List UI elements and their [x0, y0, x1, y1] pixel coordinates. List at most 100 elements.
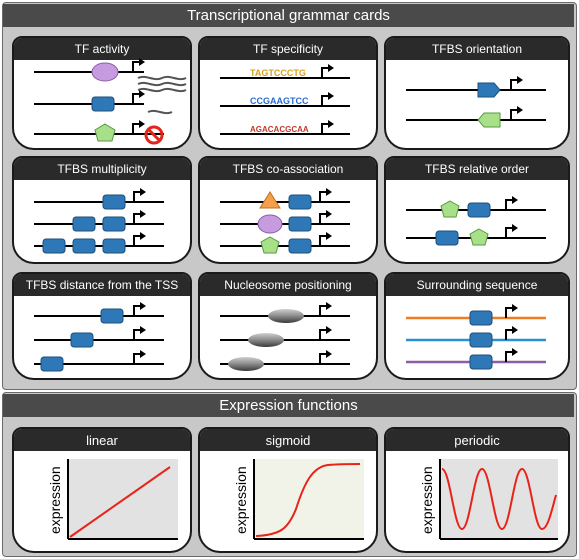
card-title: TF specificity	[200, 38, 376, 60]
card-tf-specificity: TF specificity TAGTCCCTG CCGAAGTCC AGACA…	[198, 36, 378, 150]
tfbs-box	[72, 238, 96, 254]
tss-arrow-icon	[319, 353, 328, 364]
tss-arrow-icon	[505, 227, 514, 238]
card-title: TFBS co-association	[200, 158, 376, 180]
tf-activity-diagram	[34, 58, 187, 145]
nucleosome-positioning-diagram	[220, 302, 350, 371]
transcripts-strong	[137, 75, 187, 93]
card-tf-activity: TF activity	[12, 36, 192, 150]
tss-arrow-icon	[133, 305, 142, 316]
tfbs-box	[288, 216, 312, 232]
no-expression-icon	[144, 125, 164, 145]
tss-arrow-icon	[133, 213, 142, 224]
tss-arrow-icon	[133, 329, 142, 340]
gene-line-1	[34, 58, 145, 82]
tf-orange	[259, 191, 281, 209]
card-title: linear	[14, 429, 190, 451]
tf-green	[94, 123, 116, 142]
card-linear: linear expression	[12, 427, 192, 553]
tfbs-box	[70, 332, 94, 348]
tfbs-box	[288, 238, 312, 254]
grammar-section-title: Transcriptional grammar cards	[3, 4, 574, 27]
tfbs-orientation-diagram	[406, 76, 546, 128]
tfbs-box	[72, 216, 96, 232]
card-tfbs-orientation: TFBS orientation	[384, 36, 570, 150]
y-axis-label: expression	[47, 466, 63, 534]
tfbs-box	[469, 310, 493, 326]
card-title: Surrounding sequence	[386, 274, 568, 296]
nucleosome	[248, 333, 284, 347]
periodic-chart: expression	[419, 459, 558, 540]
card-nucleosome-positioning: Nucleosome positioning	[198, 272, 378, 380]
tss-arrow-icon	[319, 235, 328, 246]
tfbs-box	[102, 216, 126, 232]
card-tfbs-co-association: TFBS co-association	[198, 156, 378, 264]
tfbs-box	[435, 230, 459, 246]
tfbs-box	[91, 96, 115, 112]
card-title: TFBS orientation	[386, 38, 568, 60]
tss-arrow-icon	[505, 351, 514, 362]
card-tfbs-distance: TFBS distance from the TSS	[12, 272, 192, 380]
tfbs-box	[42, 238, 66, 254]
tss-arrow-icon	[133, 353, 142, 364]
tss-arrow-icon	[319, 329, 328, 340]
tss-arrow-icon	[133, 235, 142, 246]
nucleosome	[268, 309, 304, 323]
tfbs-box	[469, 332, 493, 348]
tfbs-box	[102, 194, 126, 210]
tss-arrow-icon	[319, 213, 328, 224]
tfbs-box	[467, 202, 491, 218]
card-sigmoid: sigmoid expression	[198, 427, 378, 553]
linear-chart: expression	[47, 459, 178, 540]
card-title: sigmoid	[200, 429, 376, 451]
tf-purple	[91, 62, 119, 82]
card-periodic: periodic expression	[384, 427, 570, 553]
card-title: TFBS distance from the TSS	[14, 274, 190, 296]
tss-arrow-icon	[510, 79, 519, 90]
card-title: TFBS multiplicity	[14, 158, 190, 180]
motif-logo: AGACACGCAA	[250, 125, 309, 134]
tss-arrow-icon	[321, 67, 330, 78]
gene-line-3	[34, 120, 164, 145]
tf-green	[469, 228, 489, 246]
tss-arrow-icon	[319, 305, 328, 316]
tss-arrow-icon	[321, 95, 330, 106]
tss-arrow-icon	[510, 109, 519, 120]
tf-green	[260, 236, 280, 254]
tfbs-reverse	[477, 112, 501, 128]
card-title: Nucleosome positioning	[200, 274, 376, 296]
motif-logo: CCGAAGTCC	[250, 96, 309, 106]
periodic-curve	[441, 467, 557, 531]
expression-section-title: Expression functions	[3, 394, 574, 417]
tfbs-box	[469, 354, 493, 370]
card-title: periodic	[386, 429, 568, 451]
card-title: TF activity	[14, 38, 190, 60]
tfbs-co-association-diagram	[220, 188, 350, 254]
tfbs-box	[288, 194, 312, 210]
sigmoid-curve	[255, 463, 361, 537]
tss-arrow-icon	[132, 93, 141, 104]
tss-arrow-icon	[133, 191, 142, 202]
card-tfbs-relative-order: TFBS relative order	[384, 156, 570, 264]
tfbs-forward	[477, 82, 501, 98]
tfbs-multiplicity-diagram	[34, 188, 164, 254]
tss-arrow-icon	[132, 61, 141, 72]
tfbs-box	[100, 308, 124, 324]
card-surrounding-sequence: Surrounding sequence	[384, 272, 570, 380]
card-title: TFBS relative order	[386, 158, 568, 180]
tfbs-relative-order-diagram	[406, 196, 546, 246]
tss-arrow-icon	[505, 329, 514, 340]
tf-purple	[257, 214, 283, 234]
surrounding-sequence-diagram	[406, 304, 546, 370]
tfbs-distance-diagram	[34, 302, 164, 372]
tss-arrow-icon	[321, 123, 330, 134]
tfbs-box	[40, 356, 64, 372]
transcript-weak	[147, 109, 173, 115]
tss-arrow-icon	[319, 191, 328, 202]
tss-arrow-icon	[505, 307, 514, 318]
card-tfbs-multiplicity: TFBS multiplicity	[12, 156, 192, 264]
gene-line-2	[34, 90, 173, 115]
tf-green	[440, 200, 460, 218]
y-axis-label: expression	[419, 466, 435, 534]
